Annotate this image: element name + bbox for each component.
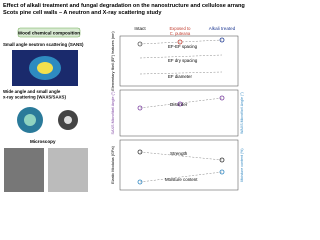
panel-frame (119, 139, 239, 191)
col-intact: Intact (134, 26, 146, 31)
micro-image-2 (48, 148, 88, 192)
right-panels: Intact Exposed to C. puteana Alkali treat… (111, 26, 244, 191)
text-line: Wide angle and small angle (3, 89, 61, 94)
annotation: EF diameter (168, 74, 192, 79)
title: Effect of alkali treatment and fungal de… (3, 3, 245, 16)
waxs-core (24, 114, 36, 126)
text-line: Scots pine cell walls – A neutron and X-… (3, 10, 162, 16)
text-line: x-ray scattering (WAXS/SAXS) (3, 95, 66, 100)
markers (137, 37, 225, 185)
text-line: Exposed to (170, 26, 192, 31)
annotation: EF-EF spacing (168, 44, 198, 49)
sans-core (37, 62, 53, 74)
sans-label: Small angle neutron scattering (SANS) (3, 42, 84, 47)
graphical-abstract: Effect of alkali treatment and fungal de… (3, 3, 268, 192)
col-exposed: Exposed to C. puteana (170, 26, 192, 36)
badge: Wood chemical composition (18, 31, 80, 36)
xray-label: Wide angle and small angle x-ray scatteri… (3, 89, 66, 100)
micro-image-1 (4, 148, 44, 192)
badge-box (17, 27, 81, 38)
panel-frame (119, 89, 239, 137)
annotation: Moisture content (165, 177, 198, 182)
annotation: EF dry spacing (168, 58, 198, 63)
y2-label: Moisture content (%) (240, 148, 244, 181)
annotation: Strength (170, 151, 188, 156)
y-label: Elastic Modulus (GPa) (111, 145, 115, 184)
annotation: Disorder (170, 102, 188, 107)
microscopy-label: Microscopy (30, 139, 56, 144)
y-label: SAXS Microfibril Angle (°) (111, 91, 115, 135)
y-label: Elementary fibril (EF) features (nm) (111, 31, 115, 91)
text-line: Effect of alkali treatment and fungal de… (3, 3, 245, 9)
y2-label: WAXS Microfibril Angle (°) (240, 92, 244, 134)
saxs-core (64, 116, 72, 124)
panel-frame (119, 35, 239, 87)
col-alkali: Alkali treated (209, 26, 236, 31)
text-line: C. puteana (170, 31, 191, 36)
left-column: Wood chemical composition Small angle ne… (3, 27, 88, 192)
